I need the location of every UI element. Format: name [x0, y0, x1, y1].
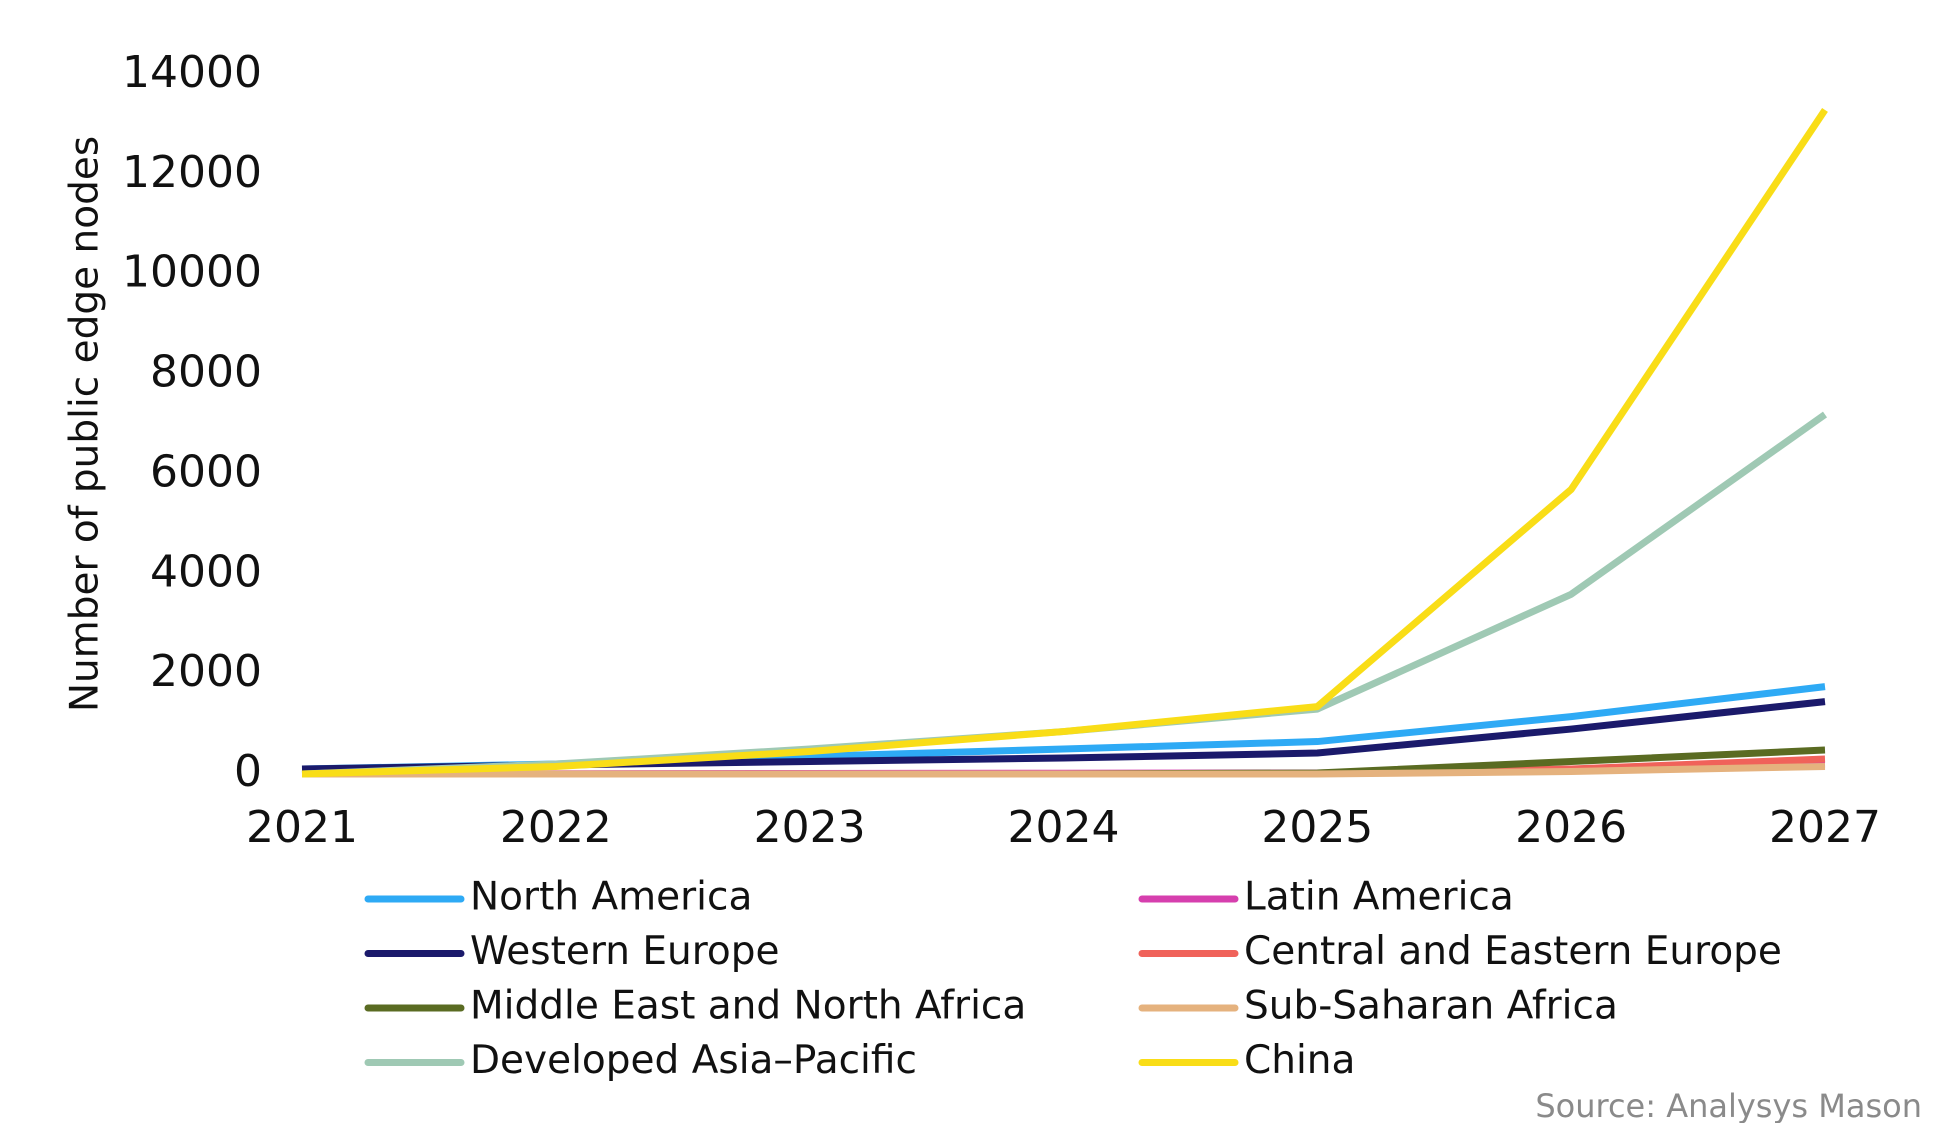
x-tick-label: 2023 [754, 802, 866, 853]
x-tick-label: 2027 [1769, 802, 1881, 853]
y-tick-label: 0 [234, 746, 262, 797]
y-axis-label: Number of public edge nodes [63, 136, 108, 712]
series-line [301, 411, 1828, 778]
x-tick-label: 2022 [500, 802, 612, 853]
y-tick-label: 12000 [122, 147, 262, 198]
y-tick-label: 6000 [150, 446, 262, 497]
legend-label: China [1244, 1038, 1355, 1083]
x-tick-label: 2021 [246, 802, 358, 853]
source: Source: Analysys Mason [1535, 1087, 1922, 1123]
y-tick-label: 14000 [122, 47, 262, 98]
y-tick-label: 10000 [122, 247, 262, 298]
x-tick-label: 2025 [1261, 802, 1373, 853]
legend-label: Middle East and North Africa [470, 984, 1026, 1029]
legend-label: Sub-Saharan Africa [1244, 984, 1618, 1029]
x-tick-label: 2026 [1515, 802, 1627, 853]
legend-label: Western Europe [470, 929, 780, 974]
legend-label: North America [470, 875, 752, 920]
y-tick-label: 8000 [150, 347, 262, 398]
y-tick-label: 4000 [150, 546, 262, 597]
y-tick-label: 2000 [150, 646, 262, 697]
x-tick-label: 2024 [1008, 802, 1120, 853]
series-line [302, 763, 1826, 778]
legend-label: Central and Eastern Europe [1244, 929, 1782, 974]
legend-label: Developed Asia–Pacific [470, 1038, 917, 1083]
series-line [301, 108, 1828, 778]
legend-label: Latin America [1244, 875, 1514, 920]
